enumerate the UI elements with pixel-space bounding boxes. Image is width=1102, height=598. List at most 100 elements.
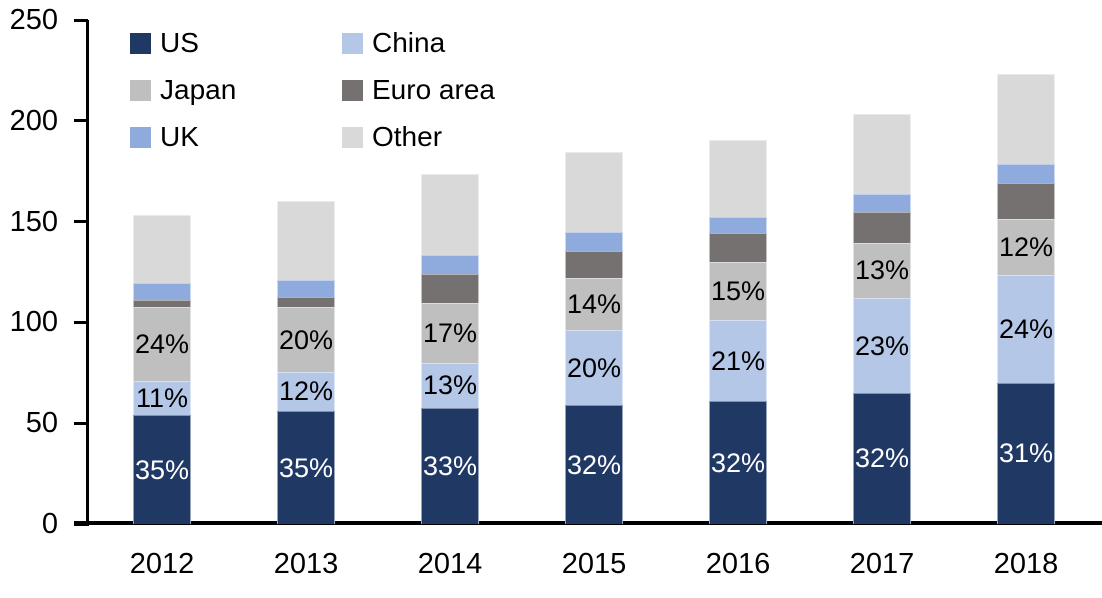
segment-label-china-2016: 21% [710, 345, 766, 376]
legend-label-japan: Japan [160, 74, 237, 105]
bar-segment-japan-2012 [133, 307, 191, 381]
y-axis-tick-mark-250 [74, 18, 88, 22]
legend-label-euro-area: Euro area [372, 74, 495, 105]
bar-segment-china-2017 [853, 298, 911, 393]
x-axis-tick-label-2013: 2013 [273, 548, 339, 580]
y-axis-tick-label-100: 100 [9, 306, 58, 339]
segment-label-china-2014: 13% [422, 370, 478, 401]
legend-item-euro-area: Euro area [342, 74, 495, 105]
segment-label-us-2014: 33% [422, 451, 478, 482]
legend-swatch-us [130, 32, 151, 54]
legend-label-other: Other [372, 121, 443, 152]
legend-item-japan: Japan [130, 74, 237, 105]
bar-segment-uk-2016 [709, 216, 767, 233]
bar-segment-japan-2018 [997, 218, 1055, 275]
bar-segment-uk-2012 [133, 283, 191, 301]
y-axis-tick-mark-200 [74, 119, 88, 123]
bar-segment-japan-2015 [565, 278, 623, 331]
bar-segment-euro-area-2013 [277, 297, 335, 308]
x-axis-tick-label-2014: 2014 [417, 548, 483, 580]
y-axis-tick-mark-50 [74, 421, 88, 425]
segment-label-japan-2013: 20% [278, 324, 334, 355]
bar-segment-other-2016 [709, 139, 767, 217]
legend-item-us: US [130, 27, 199, 58]
bar-segment-china-2012 [133, 380, 191, 416]
legend-item-uk: UK [130, 121, 199, 152]
bar-segment-euro-area-2015 [565, 250, 623, 279]
segment-label-japan-2018: 12% [998, 231, 1054, 262]
bar-segment-us-2018 [997, 382, 1055, 524]
y-axis-tick-label-150: 150 [9, 205, 58, 238]
segment-label-china-2015: 20% [566, 352, 622, 383]
segment-label-us-2018: 31% [998, 438, 1054, 469]
y-axis-tick-mark-0 [74, 522, 88, 526]
segment-label-china-2017: 23% [854, 330, 910, 361]
y-axis-tick-label-250: 250 [9, 4, 58, 36]
segment-label-china-2018: 24% [998, 313, 1054, 344]
bar-segment-euro-area-2018 [997, 183, 1055, 219]
bar-segment-japan-2017 [853, 242, 911, 299]
bar-segment-uk-2017 [853, 194, 911, 212]
y-axis-tick-label-200: 200 [9, 104, 58, 137]
segment-label-us-2013: 35% [278, 452, 334, 483]
bar-segment-china-2018 [997, 275, 1055, 383]
legend-label-us: US [160, 27, 199, 58]
bar-segment-us-2012 [133, 415, 191, 524]
segment-label-china-2013: 12% [278, 376, 334, 407]
bar-segment-uk-2013 [277, 280, 335, 298]
bar-segment-euro-area-2012 [133, 300, 191, 308]
segment-label-japan-2017: 13% [854, 255, 910, 286]
bar-segment-other-2017 [853, 113, 911, 195]
bar-segment-other-2014 [421, 174, 479, 255]
bar-segment-uk-2015 [565, 231, 623, 251]
legend-item-china: China [342, 27, 446, 58]
bar-segment-other-2013 [277, 201, 335, 281]
bar-segment-us-2017 [853, 392, 911, 524]
y-axis-tick-mark-100 [74, 320, 88, 324]
segment-label-us-2012: 35% [134, 454, 190, 485]
legend-item-other: Other [342, 121, 443, 152]
bar-segment-us-2015 [565, 405, 623, 524]
x-axis-tick-label-2012: 2012 [129, 548, 195, 580]
segment-label-japan-2015: 14% [566, 289, 622, 320]
x-axis-tick-label-2015: 2015 [561, 548, 627, 580]
legend-label-china: China [372, 27, 446, 58]
bar-segment-uk-2014 [421, 254, 479, 274]
segment-label-us-2015: 32% [566, 449, 622, 480]
y-axis-tick-label-0: 0 [41, 508, 58, 540]
y-axis-tick-mark-150 [74, 220, 88, 224]
bar-segment-other-2015 [565, 152, 623, 232]
bar-segment-euro-area-2016 [709, 232, 767, 262]
x-axis-tick-label-2017: 2017 [849, 548, 915, 580]
segment-label-japan-2016: 15% [710, 276, 766, 307]
legend-swatch-china [342, 32, 363, 54]
bar-segment-china-2014 [421, 362, 479, 409]
segment-label-japan-2014: 17% [422, 317, 478, 348]
segment-label-us-2016: 32% [710, 447, 766, 478]
bar-segment-china-2016 [709, 320, 767, 401]
legend-swatch-japan [130, 79, 151, 101]
y-axis-line [86, 20, 89, 526]
segment-label-china-2012: 11% [135, 383, 189, 413]
bar-segment-china-2013 [277, 371, 335, 412]
bar-segment-japan-2013 [277, 307, 335, 372]
x-axis-tick-label-2018: 2018 [993, 548, 1059, 580]
bar-segment-euro-area-2017 [853, 211, 911, 243]
x-axis-tick-label-2016: 2016 [705, 548, 771, 580]
legend-swatch-uk [130, 126, 151, 148]
segment-label-us-2017: 32% [854, 443, 910, 474]
bar-segment-euro-area-2014 [421, 274, 479, 304]
bar-segment-other-2012 [133, 214, 191, 284]
bar-segment-us-2014 [421, 408, 479, 524]
segment-label-japan-2012: 24% [134, 329, 190, 360]
legend-swatch-euro-area [342, 79, 363, 101]
bar-segment-china-2015 [565, 330, 623, 406]
bar-segment-japan-2014 [421, 303, 479, 363]
bar-segment-japan-2016 [709, 261, 767, 321]
bar-segment-us-2016 [709, 401, 767, 524]
legend-label-uk: UK [160, 121, 199, 152]
y-axis-tick-label-50: 50 [25, 407, 58, 440]
legend-swatch-other [342, 126, 363, 148]
bar-segment-uk-2018 [997, 164, 1055, 184]
